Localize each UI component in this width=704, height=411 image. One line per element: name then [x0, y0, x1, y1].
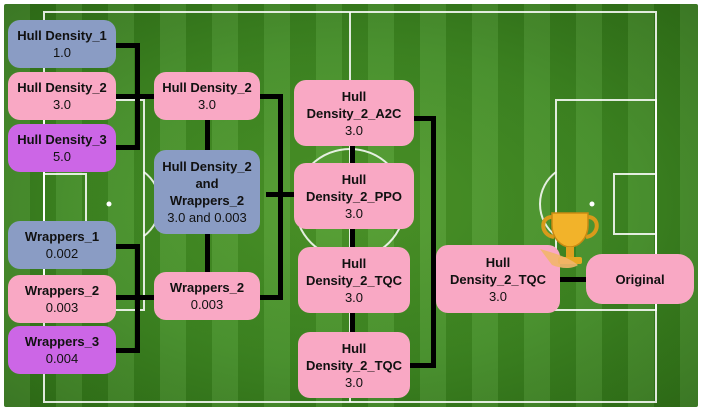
node-title-line: Hull Density_2: [162, 159, 252, 174]
connector-line: [350, 310, 355, 334]
connector-line: [431, 116, 436, 368]
node-value: 0.002: [45, 246, 79, 261]
node-value: 3.0: [344, 205, 364, 221]
node-title: Wrappers_3: [24, 334, 100, 349]
bracket-node-r2-hull-density-2: Hull Density_2 3.0: [154, 72, 260, 120]
node-value: 3.0: [344, 374, 364, 390]
node-title: Original: [615, 271, 665, 287]
bracket-node-r1-wrappers-2: Wrappers_2 0.003: [8, 275, 116, 323]
bracket-node-r4-tqc: Hull Density_2_TQC 3.0: [436, 245, 560, 313]
connector-line: [408, 363, 436, 368]
connector-line: [255, 94, 283, 99]
node-title-line: Density_2_PPO: [305, 188, 403, 204]
connector-line: [205, 232, 210, 274]
node-value: 0.003: [45, 300, 79, 315]
node-title: Hull Density_2: [17, 80, 107, 95]
connector-line: [108, 43, 140, 48]
node-title-line: Wrappers_2: [169, 193, 245, 208]
node-title-line: and: [195, 176, 219, 191]
bracket-node-r1-hull-density-1: Hull Density_1 1.0: [8, 20, 116, 68]
node-title: Wrappers_2: [24, 283, 100, 298]
bracket-node-r2-combined: Hull Density_2 and Wrappers_2 3.0 and 0.…: [154, 150, 260, 234]
node-value: 1.0: [52, 45, 72, 60]
node-title: Wrappers_2: [169, 280, 245, 295]
node-value: 0.004: [45, 351, 79, 366]
node-title: Wrappers_1: [24, 229, 100, 244]
connector-line: [108, 348, 140, 353]
connector-line: [408, 116, 436, 121]
connector-line: [205, 116, 210, 152]
node-value: 3.0: [344, 122, 364, 138]
connector-line: [108, 145, 140, 150]
connector-line: [112, 295, 158, 300]
connector-line: [350, 227, 355, 249]
node-title-line: Hull: [341, 340, 367, 356]
node-title-line: Hull: [341, 171, 367, 187]
node-value: 3.0: [344, 289, 364, 305]
bracket-node-r2-wrappers-2: Wrappers_2 0.003: [154, 272, 260, 320]
node-title-line: Hull: [341, 88, 367, 104]
node-value: 3.0 and 0.003: [167, 210, 247, 225]
node-title-line: Density_2_TQC: [305, 357, 403, 373]
node-value: 0.003: [190, 297, 224, 312]
node-title-line: Density_2_TQC: [449, 271, 547, 287]
connector-line: [278, 94, 283, 300]
connector-line: [266, 192, 300, 197]
bracket-node-r3-a2c: Hull Density_2_A2C 3.0: [294, 80, 414, 146]
trophy-icon: [540, 212, 599, 268]
node-title-line: Density_2_TQC: [305, 272, 403, 288]
connector-line: [350, 146, 355, 166]
bracket-node-r3-ppo: Hull Density_2_PPO 3.0: [294, 163, 414, 229]
bracket-node-final-original: Original: [586, 254, 694, 304]
node-title-line: Hull: [485, 254, 511, 270]
node-title-line: Hull: [341, 255, 367, 271]
connector-line: [255, 295, 283, 300]
node-value: 3.0: [52, 97, 72, 112]
bracket-node-r1-hull-density-2: Hull Density_2 3.0: [8, 72, 116, 120]
bracket-node-r1-wrappers-3: Wrappers_3 0.004: [8, 326, 116, 374]
bracket-node-r1-hull-density-3: Hull Density_3 5.0: [8, 124, 116, 172]
connector-line: [112, 94, 158, 99]
bracket-node-r1-wrappers-1: Wrappers_1 0.002: [8, 221, 116, 269]
connector-line: [556, 277, 592, 282]
bracket-node-r3-tqc-a: Hull Density_2_TQC 3.0: [298, 247, 410, 313]
diagram-frame: Hull Density_1 1.0 Hull Density_2 3.0 Hu…: [4, 4, 698, 407]
node-title: Hull Density_3: [17, 132, 107, 147]
node-title: Hull Density_1: [17, 28, 107, 43]
node-value: 5.0: [52, 149, 72, 164]
node-title: Hull Density_2: [162, 80, 252, 95]
node-title-line: Density_2_A2C: [306, 105, 402, 121]
node-value: 3.0: [197, 97, 217, 112]
connector-line: [108, 244, 140, 249]
bracket-node-r3-tqc-b: Hull Density_2_TQC 3.0: [298, 332, 410, 398]
node-value: 3.0: [488, 288, 508, 304]
